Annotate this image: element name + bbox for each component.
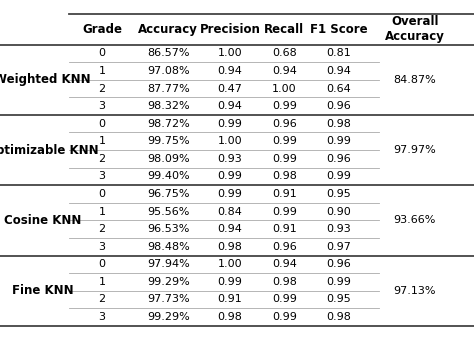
Text: 0.99: 0.99 (218, 189, 242, 199)
Text: 1: 1 (99, 206, 105, 216)
Text: 84.87%: 84.87% (393, 75, 436, 85)
Text: 0.99: 0.99 (272, 206, 297, 216)
Text: 0.90: 0.90 (327, 206, 351, 216)
Text: 86.57%: 86.57% (147, 48, 190, 58)
Text: 1: 1 (99, 66, 105, 76)
Text: 98.32%: 98.32% (147, 101, 190, 111)
Text: 3: 3 (99, 312, 105, 322)
Text: 2: 2 (98, 295, 106, 305)
Text: 98.48%: 98.48% (147, 242, 190, 252)
Text: 3: 3 (99, 172, 105, 181)
Text: 0: 0 (99, 189, 105, 199)
Text: 0: 0 (99, 48, 105, 58)
Text: Precision: Precision (200, 23, 260, 36)
Text: 0.96: 0.96 (327, 154, 351, 164)
Text: 0.99: 0.99 (327, 172, 351, 181)
Text: 0.95: 0.95 (327, 189, 351, 199)
Text: 0.99: 0.99 (272, 154, 297, 164)
Text: 0.99: 0.99 (218, 277, 242, 287)
Text: 0.94: 0.94 (272, 66, 297, 76)
Text: 0.98: 0.98 (327, 312, 351, 322)
Text: 0: 0 (99, 119, 105, 129)
Text: 0.97: 0.97 (327, 242, 351, 252)
Text: 1.00: 1.00 (272, 84, 297, 94)
Text: 97.08%: 97.08% (147, 66, 190, 76)
Text: 0.94: 0.94 (218, 66, 242, 76)
Text: 99.40%: 99.40% (147, 172, 190, 181)
Text: 0.98: 0.98 (272, 172, 297, 181)
Text: 0.94: 0.94 (218, 101, 242, 111)
Text: 0.94: 0.94 (218, 224, 242, 234)
Text: 1.00: 1.00 (218, 48, 242, 58)
Text: 0.81: 0.81 (327, 48, 351, 58)
Text: 0.99: 0.99 (218, 172, 242, 181)
Text: 0.93: 0.93 (327, 224, 351, 234)
Text: 0.98: 0.98 (272, 277, 297, 287)
Text: 0.96: 0.96 (272, 119, 297, 129)
Text: 0.68: 0.68 (272, 48, 297, 58)
Text: 99.29%: 99.29% (147, 312, 190, 322)
Text: 98.72%: 98.72% (147, 119, 190, 129)
Text: 0.99: 0.99 (327, 136, 351, 146)
Text: Optimizable KNN: Optimizable KNN (0, 144, 99, 156)
Text: 1.00: 1.00 (218, 259, 242, 269)
Text: 99.75%: 99.75% (147, 136, 190, 146)
Text: 0.99: 0.99 (218, 119, 242, 129)
Text: 0.96: 0.96 (327, 259, 351, 269)
Text: Recall: Recall (264, 23, 304, 36)
Text: 0.98: 0.98 (218, 242, 242, 252)
Text: 0.96: 0.96 (327, 101, 351, 111)
Text: 1: 1 (99, 136, 105, 146)
Text: 97.97%: 97.97% (393, 145, 436, 155)
Text: 97.73%: 97.73% (147, 295, 190, 305)
Text: 0.99: 0.99 (272, 312, 297, 322)
Text: 0.91: 0.91 (218, 295, 242, 305)
Text: 1: 1 (99, 277, 105, 287)
Text: 0.93: 0.93 (218, 154, 242, 164)
Text: 0.99: 0.99 (327, 277, 351, 287)
Text: 95.56%: 95.56% (147, 206, 190, 216)
Text: 2: 2 (98, 84, 106, 94)
Text: 0.99: 0.99 (272, 136, 297, 146)
Text: Accuracy: Accuracy (138, 23, 198, 36)
Text: 0.99: 0.99 (272, 295, 297, 305)
Text: 2: 2 (98, 224, 106, 234)
Text: 96.75%: 96.75% (147, 189, 190, 199)
Text: 0.99: 0.99 (272, 101, 297, 111)
Text: 99.29%: 99.29% (147, 277, 190, 287)
Text: Overall
Accuracy: Overall Accuracy (385, 15, 445, 43)
Text: 0.98: 0.98 (218, 312, 242, 322)
Text: 3: 3 (99, 101, 105, 111)
Text: 93.66%: 93.66% (393, 215, 436, 225)
Text: 87.77%: 87.77% (147, 84, 190, 94)
Text: 0.96: 0.96 (272, 242, 297, 252)
Text: 0: 0 (99, 259, 105, 269)
Text: 0.94: 0.94 (327, 66, 351, 76)
Text: F1 Score: F1 Score (310, 23, 368, 36)
Text: 0.94: 0.94 (272, 259, 297, 269)
Text: 0.91: 0.91 (272, 189, 297, 199)
Text: 2: 2 (98, 154, 106, 164)
Text: Cosine KNN: Cosine KNN (4, 214, 82, 227)
Text: 0.98: 0.98 (327, 119, 351, 129)
Text: 3: 3 (99, 242, 105, 252)
Text: Fine KNN: Fine KNN (12, 284, 73, 297)
Text: 96.53%: 96.53% (147, 224, 190, 234)
Text: Weighted KNN: Weighted KNN (0, 73, 91, 86)
Text: 97.94%: 97.94% (147, 259, 190, 269)
Text: 0.64: 0.64 (327, 84, 351, 94)
Text: Grade: Grade (82, 23, 122, 36)
Text: 0.84: 0.84 (218, 206, 242, 216)
Text: 97.13%: 97.13% (393, 286, 436, 296)
Text: 0.91: 0.91 (272, 224, 297, 234)
Text: 1.00: 1.00 (218, 136, 242, 146)
Text: 98.09%: 98.09% (147, 154, 190, 164)
Text: 0.47: 0.47 (218, 84, 242, 94)
Text: 0.95: 0.95 (327, 295, 351, 305)
